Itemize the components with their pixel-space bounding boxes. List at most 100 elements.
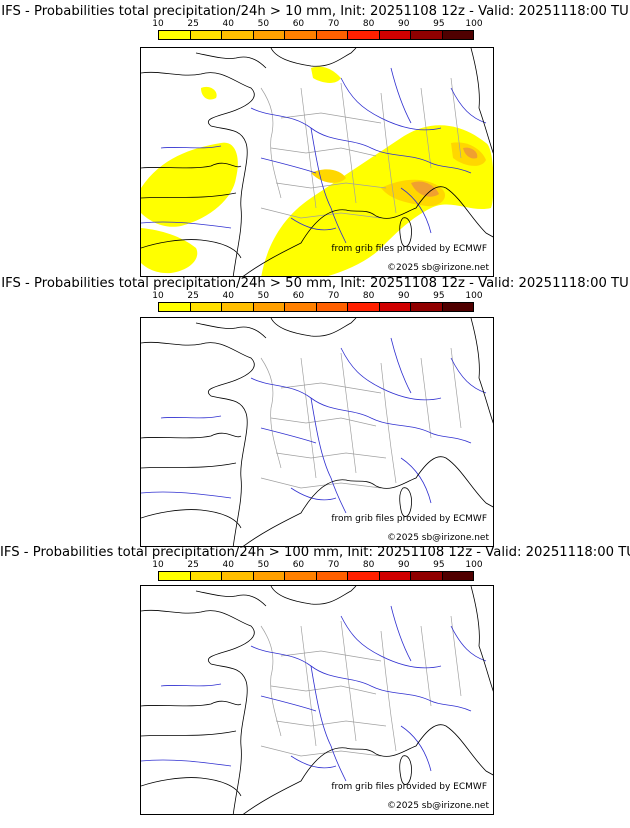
admin-border (340, 352, 357, 474)
source-credit: from grib files provided by ECMWF (331, 244, 487, 254)
colorbar-segment (348, 572, 380, 580)
admin-border (420, 357, 432, 439)
river (400, 457, 432, 504)
map-area: from grib files provided by ECMWF ©2025 … (140, 47, 494, 277)
coastline (141, 192, 237, 199)
colorbar-segment (379, 303, 411, 311)
river (290, 755, 337, 769)
river (310, 665, 347, 782)
admin-border (270, 417, 377, 427)
colorbar-segment (253, 303, 285, 311)
panel-title: IFS - Probabilities total precipitation/… (1, 276, 629, 291)
admin-border (260, 745, 382, 757)
precip-area-low (141, 228, 198, 274)
colorbar-tick-label: 70 (327, 560, 340, 570)
coastline (270, 586, 357, 605)
river (160, 145, 222, 149)
coastline (243, 186, 493, 276)
colorbar-tick-label: 80 (362, 560, 375, 570)
copyright-credit: ©2025 sb@irizone.net (387, 533, 489, 543)
panel-title: IFS - Probabilities total precipitation/… (1, 4, 629, 19)
colorbar-segment (411, 31, 443, 39)
colorbar-segment (285, 572, 317, 580)
precip-area-low (141, 142, 238, 227)
coastline (270, 318, 357, 337)
precip-area-low (261, 125, 493, 276)
river (400, 187, 432, 234)
colorbar-ticks: 10 25 40 50 60 70 80 90 95 100 (152, 290, 482, 302)
colorbar-segment (222, 31, 254, 39)
colorbar-tick-label: 100 (465, 19, 483, 29)
coastline (141, 609, 255, 814)
river (370, 685, 472, 712)
river (450, 625, 487, 662)
admin-border (300, 625, 317, 747)
coastline (195, 322, 267, 339)
colorbar-tick-label: 70 (327, 19, 340, 29)
colorbar-tick-label: 40 (222, 19, 234, 29)
admin-border (280, 650, 382, 662)
river (160, 683, 222, 687)
coastline (243, 724, 493, 814)
colorbar-segment (159, 303, 191, 311)
river (390, 605, 412, 662)
precip-area-low (311, 66, 341, 83)
river (260, 427, 317, 444)
colorbar-tick-label: 10 (152, 291, 164, 301)
river (160, 415, 222, 419)
map-area: from grib files provided by ECMWF ©2025 … (140, 317, 494, 547)
admin-border (275, 182, 387, 189)
colorbar-tick-label: 90 (398, 291, 410, 301)
colorbar-tick-label: 10 (152, 19, 164, 29)
river (450, 357, 487, 394)
map-panel-100mm: IFS - Probabilities total precipitation/… (0, 545, 630, 815)
colorbar-segment (190, 303, 222, 311)
copyright-credit: ©2025 sb@irizone.net (387, 801, 489, 811)
colorbar-segment (316, 303, 348, 311)
colorbar-segment (348, 303, 380, 311)
admin-border (340, 82, 357, 204)
river (390, 337, 412, 394)
colorbar-segment (442, 572, 473, 580)
coastline (141, 462, 237, 469)
precip-area-mid (311, 169, 346, 183)
admin-border (270, 147, 377, 157)
colorbar-tick-label: 40 (222, 291, 234, 301)
colorbar-segment (379, 31, 411, 39)
coastline (141, 341, 255, 546)
coastline (470, 48, 493, 154)
river (400, 725, 432, 772)
colorbar-segment (442, 303, 473, 311)
river (340, 77, 442, 131)
colorbar-ticks: 10 25 40 50 60 70 80 90 95 100 (152, 18, 482, 30)
river (310, 397, 347, 514)
island-outline (399, 487, 412, 517)
island-outline (399, 755, 412, 785)
coastline (195, 590, 267, 607)
colorbar-tick-label: 80 (362, 291, 375, 301)
river (141, 221, 232, 229)
colorbar-segment (253, 31, 285, 39)
colorbar-segment (190, 31, 222, 39)
precip-area-low (201, 86, 217, 100)
colorbar-tick-label: 90 (398, 19, 410, 29)
colorbar-segment (348, 31, 380, 39)
coastline (141, 730, 237, 737)
colorbar-segment (159, 31, 191, 39)
river (340, 615, 442, 669)
river (260, 157, 317, 174)
river (370, 147, 472, 174)
map-panel-50mm: IFS - Probabilities total precipitation/… (0, 276, 630, 547)
map-svg (141, 318, 493, 546)
colorbar-tick-label: 25 (187, 19, 199, 29)
river (310, 127, 347, 244)
coastline (141, 239, 242, 259)
colorbar-tick-label: 100 (465, 291, 483, 301)
colorbar-tick-label: 50 (257, 291, 270, 301)
coastline (141, 777, 242, 797)
colorbar-segment (159, 572, 191, 580)
coastline (141, 509, 242, 529)
coastline (141, 71, 255, 276)
colorbar-tick-label: 60 (292, 560, 305, 570)
coastline (243, 456, 493, 546)
